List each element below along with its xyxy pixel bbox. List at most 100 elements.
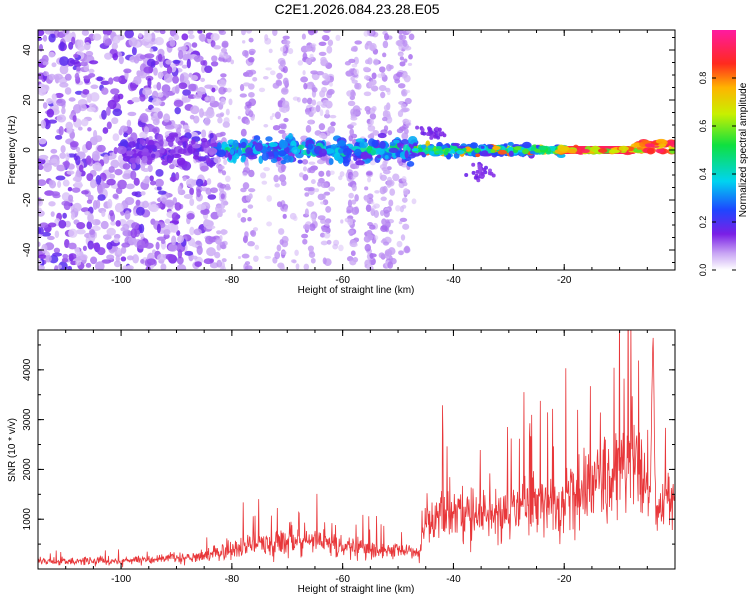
- spectrogram-cell: [401, 72, 408, 80]
- spectrogram-cell: [206, 178, 212, 185]
- spectrogram-cell: [84, 211, 91, 216]
- spectrogram-cell: [347, 199, 353, 208]
- spectrogram-cell: [73, 53, 79, 59]
- spectrogram-cell: [364, 105, 371, 112]
- spectrogram-cell: [367, 145, 372, 152]
- spectrogram-cell: [42, 102, 48, 109]
- spectrogram-cell: [106, 106, 111, 116]
- spectrogram-cell: [302, 166, 308, 172]
- spectrogram-cell: [244, 118, 251, 125]
- spectrogram-cell: [112, 193, 119, 199]
- spectrogram-cell: [367, 122, 372, 127]
- spectrogram-cell: [58, 126, 64, 136]
- colorbar-tick-label: 0.8: [698, 72, 708, 85]
- spectrogram-cell: [386, 166, 392, 171]
- spectrogram-cell: [135, 206, 145, 216]
- spectrogram-cell: [53, 73, 63, 80]
- spectrogram-cell: [248, 193, 253, 200]
- spectrogram-x-tick-label: -60: [335, 275, 350, 286]
- spectrogram-cell: [210, 187, 218, 194]
- spectrogram-cell: [381, 218, 387, 226]
- spectrogram-cell: [427, 147, 434, 152]
- spectrogram-cell: [471, 162, 476, 167]
- spectrogram-cell: [65, 152, 70, 162]
- spectrogram-cell: [402, 181, 408, 187]
- spectrogram-cell: [403, 188, 409, 196]
- spectrogram-cell: [86, 173, 94, 182]
- spectrogram-cell: [366, 171, 373, 176]
- spectrogram-cell: [123, 132, 128, 138]
- spectrogram-cell: [102, 30, 113, 36]
- spectrogram-cell: [297, 60, 304, 66]
- spectrogram-cell: [351, 199, 357, 205]
- spectrogram-cell: [204, 96, 210, 102]
- spectrogram-cell: [122, 265, 128, 270]
- spectrogram-cell: [174, 107, 181, 115]
- spectrogram-cell: [326, 239, 332, 245]
- spectrogram-cell: [297, 159, 303, 164]
- spectrogram-cell: [133, 177, 140, 186]
- spectrogram-cell: [74, 72, 80, 80]
- spectrogram-cell: [208, 95, 216, 104]
- spectrogram-cell: [190, 105, 200, 115]
- spectrogram-cell: [271, 113, 275, 117]
- spectrogram-cell: [177, 235, 184, 244]
- spectrogram-cell: [232, 139, 239, 148]
- spectrogram-cell: [48, 33, 56, 43]
- spectrogram-cell: [481, 150, 489, 157]
- spectrogram-cell: [186, 212, 195, 220]
- spectrogram-cell: [161, 160, 169, 166]
- spectrogram-x-label: Height of straight line (km): [298, 285, 415, 296]
- spectrogram-cell: [411, 148, 419, 152]
- spectrogram-cell: [76, 222, 86, 230]
- spectrogram-cell: [278, 129, 286, 134]
- spectrogram-cell: [39, 222, 49, 229]
- snr-x-tick-label: -20: [557, 574, 572, 585]
- spectrogram-cell: [355, 107, 362, 111]
- spectrogram-cell: [566, 148, 577, 154]
- spectrogram-cell: [310, 257, 316, 264]
- spectrogram-cell: [351, 79, 358, 84]
- spectrogram-cell: [164, 124, 175, 130]
- spectrogram-cell: [220, 198, 227, 203]
- spectrogram-cell: [54, 230, 60, 238]
- spectrogram-cell: [38, 199, 44, 207]
- colorbar: 0.0 0.2 0.4 0.6 0.8 Normalized spectral ampl…: [698, 30, 749, 276]
- spectrogram-cell: [116, 145, 127, 155]
- spectrogram-cell: [240, 216, 247, 223]
- spectrogram-cell: [199, 108, 204, 118]
- spectrogram-cell: [344, 61, 351, 66]
- spectrogram-cell: [655, 138, 667, 144]
- spectrogram-cell: [180, 120, 186, 125]
- spectrogram-cell: [141, 151, 151, 157]
- spectrogram-cell: [280, 180, 287, 187]
- spectrogram-cell: [139, 233, 144, 238]
- spectrogram-cell: [115, 254, 121, 263]
- spectrogram-cell: [92, 162, 102, 172]
- spectrogram-cell: [282, 40, 291, 45]
- spectrogram-cell: [303, 187, 312, 192]
- spectrogram-cell: [215, 132, 224, 138]
- snr-x-tick-label: -60: [335, 574, 350, 585]
- spectrogram-cell: [294, 249, 299, 256]
- spectrogram-cell: [111, 42, 119, 50]
- spectrogram-cell: [148, 204, 159, 213]
- spectrogram-cell: [176, 127, 181, 134]
- spectrogram-cell: [175, 171, 180, 181]
- spectrogram-cell: [239, 93, 248, 98]
- spectrogram-cell: [264, 37, 272, 45]
- spectrogram-cell: [70, 260, 78, 266]
- spectrogram-cell: [355, 138, 365, 143]
- spectrogram-cell: [62, 253, 69, 259]
- spectrogram-cell: [160, 239, 166, 245]
- spectrogram-cell: [402, 39, 408, 47]
- spectrogram-cell: [116, 247, 122, 255]
- spectrogram-cell: [276, 72, 283, 80]
- spectrogram-cell: [248, 91, 255, 98]
- spectrogram-cell: [658, 143, 667, 148]
- spectrogram-cell: [201, 129, 207, 139]
- spectrogram-cell: [163, 73, 173, 83]
- spectrogram-cell: [196, 245, 203, 255]
- spectrogram-cell: [172, 59, 181, 64]
- spectrogram-cell: [491, 173, 496, 178]
